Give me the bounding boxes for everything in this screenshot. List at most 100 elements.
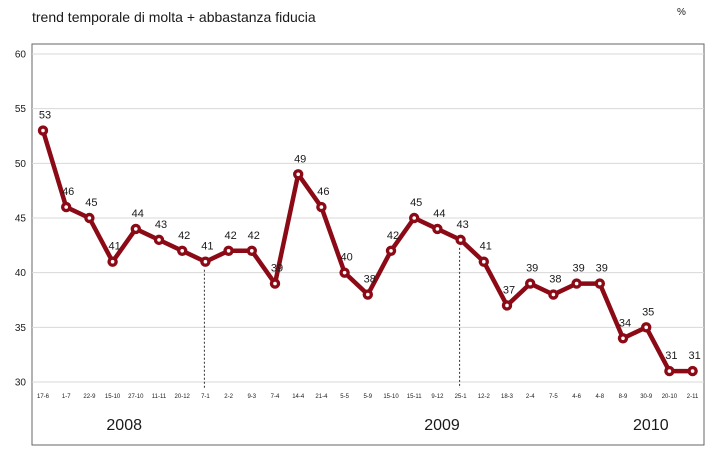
x-tick-label: 5-5 xyxy=(340,394,349,400)
x-tick-label: 2-11 xyxy=(687,394,699,400)
data-label: 42 xyxy=(387,230,399,242)
data-point-center xyxy=(621,336,625,341)
data-label: 40 xyxy=(340,252,352,264)
data-label: 35 xyxy=(642,306,654,318)
data-point-center xyxy=(458,238,463,242)
data-label: 53 xyxy=(39,110,51,122)
data-label: 37 xyxy=(503,284,515,296)
x-tick-label: 12-2 xyxy=(478,394,491,400)
data-point-center xyxy=(319,205,324,209)
data-point-center xyxy=(134,227,138,231)
x-tick-label: 4-6 xyxy=(572,394,581,400)
data-label: 38 xyxy=(549,274,561,286)
data-label: 42 xyxy=(248,230,260,242)
x-axis-ticks: 17-6 1-7 22-9 15-10 27-10 11-11 20-12 7-1 2-2 9-3… xyxy=(37,394,699,400)
data-point-center xyxy=(598,281,602,286)
x-tick-label: 4-8 xyxy=(595,394,604,400)
data-point-center xyxy=(505,303,509,308)
y-tick-label: 35 xyxy=(15,323,27,334)
x-tick-label: 20-12 xyxy=(175,394,191,400)
year-dividers xyxy=(203,247,461,388)
data-point-center xyxy=(366,292,370,297)
data-point-center xyxy=(41,128,45,133)
data-label: 41 xyxy=(480,241,492,253)
x-tick-label: 7-1 xyxy=(201,394,210,400)
plot-frame xyxy=(31,43,705,446)
data-label: 42 xyxy=(224,230,236,242)
data-label: 46 xyxy=(317,186,329,198)
data-point-center xyxy=(180,249,184,253)
data-label: 38 xyxy=(364,274,376,286)
x-tick-label: 15-10 xyxy=(383,394,399,400)
x-tick-label: 15-10 xyxy=(105,394,121,400)
x-tick-label: 14-4 xyxy=(292,394,305,400)
data-label: 49 xyxy=(294,153,306,165)
x-tick-label: 1-7 xyxy=(62,394,71,400)
x-tick-label: 18-3 xyxy=(501,394,514,400)
data-point-center xyxy=(250,249,254,253)
data-label: 34 xyxy=(619,317,631,329)
chart-title: trend temporale di molta + abbastanza fi… xyxy=(32,9,316,25)
data-labels: 53 46 45 41 44 43 42 41 42 42 39 49 46 40 38 42 45 44 43 41… xyxy=(39,110,701,363)
data-point-center xyxy=(226,249,231,253)
data-label: 39 xyxy=(526,263,538,275)
y-tick-label: 45 xyxy=(15,214,27,225)
data-label: 31 xyxy=(665,350,677,362)
data-label: 39 xyxy=(271,263,283,275)
data-point-center xyxy=(435,227,440,231)
data-label: 39 xyxy=(572,263,584,275)
x-tick-label: 11-11 xyxy=(152,394,167,400)
x-tick-label: 8-9 xyxy=(619,394,628,400)
data-label: 44 xyxy=(433,208,445,220)
data-label: 41 xyxy=(201,241,213,253)
data-point-center xyxy=(528,281,532,286)
data-label: 31 xyxy=(688,350,700,362)
year-label: 2010 xyxy=(633,417,669,434)
y-tick-label: 55 xyxy=(15,104,27,115)
year-labels: 2008 2009 2010 xyxy=(106,417,668,434)
data-label: 42 xyxy=(178,230,190,242)
data-label: 43 xyxy=(456,219,468,231)
data-point-center xyxy=(667,369,672,373)
data-point-center xyxy=(273,281,277,286)
y-tick-label: 50 xyxy=(15,159,27,170)
y-tick-label: 40 xyxy=(15,268,27,279)
data-point-center xyxy=(203,259,208,264)
data-point-center xyxy=(644,325,648,330)
y-tick-label: 60 xyxy=(15,50,27,61)
data-point-center xyxy=(110,259,115,264)
x-tick-label: 9-12 xyxy=(431,394,444,400)
year-label: 2009 xyxy=(424,417,460,434)
x-tick-label: 30-9 xyxy=(640,394,653,400)
data-label: 45 xyxy=(410,197,422,209)
y-tick-label: 30 xyxy=(15,378,27,389)
data-label: 43 xyxy=(155,219,167,231)
data-label: 44 xyxy=(132,208,144,220)
x-tick-label: 27-10 xyxy=(128,394,144,400)
data-point-center xyxy=(389,249,393,253)
x-tick-label: 5-9 xyxy=(363,394,372,400)
data-point-center xyxy=(574,281,579,286)
x-tick-label: 2-4 xyxy=(526,394,535,400)
x-tick-label: 22-9 xyxy=(83,394,96,400)
data-label: 45 xyxy=(85,197,97,209)
data-point-center xyxy=(690,369,695,373)
data-point-center xyxy=(296,172,301,177)
data-point-center xyxy=(87,216,92,220)
x-tick-label: 7-5 xyxy=(549,394,558,400)
x-tick-label: 21-4 xyxy=(315,394,328,400)
data-point-center xyxy=(64,205,68,209)
data-point-center xyxy=(551,292,556,297)
y-axis-ticks: 30 35 40 45 50 55 60 xyxy=(15,50,27,389)
data-point-center xyxy=(342,270,347,275)
data-label: 46 xyxy=(62,186,74,198)
data-point-center xyxy=(412,216,417,220)
unit-label: % xyxy=(677,7,686,18)
data-point-center xyxy=(482,259,486,264)
x-tick-label: 15-11 xyxy=(407,394,423,400)
x-tick-label: 9-3 xyxy=(247,394,256,400)
x-tick-label: 25-1 xyxy=(455,394,468,400)
data-points xyxy=(37,125,698,377)
data-point-center xyxy=(157,238,161,242)
